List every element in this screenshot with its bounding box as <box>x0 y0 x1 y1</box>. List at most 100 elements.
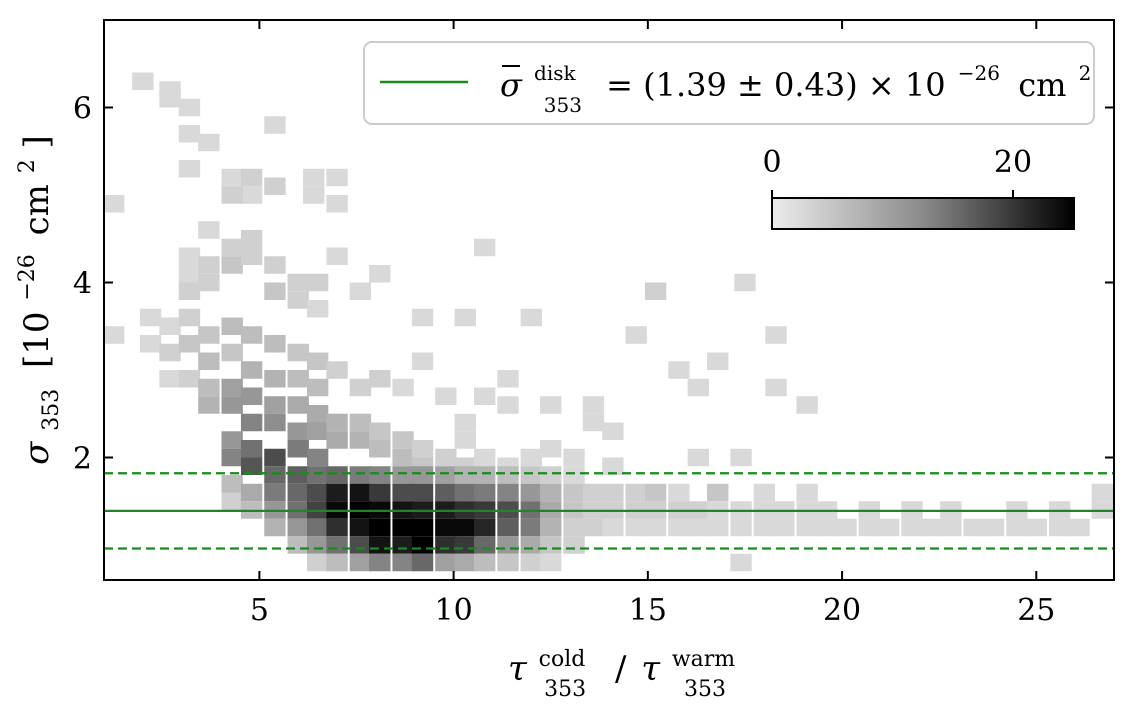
heatmap-bin <box>497 396 519 414</box>
heatmap-bin <box>411 536 434 554</box>
heatmap-bin <box>240 457 263 475</box>
heatmap-bin <box>306 300 329 318</box>
x-label-sub1: 353 <box>544 677 586 702</box>
heatmap-bin <box>221 343 243 362</box>
heatmap-bin <box>159 370 181 388</box>
heatmap-bin <box>287 518 309 537</box>
heatmap-bin <box>287 343 309 362</box>
heatmap-bin <box>349 518 372 537</box>
heatmap-bin <box>520 518 542 537</box>
heatmap-bin <box>198 396 220 414</box>
heatmap-bin <box>392 431 414 449</box>
heatmap-bin <box>349 413 372 432</box>
heatmap-bin <box>520 466 542 484</box>
heatmap-bin <box>369 422 391 440</box>
heatmap-bin <box>454 553 476 572</box>
heatmap-bin <box>240 247 263 265</box>
heatmap-bin <box>178 370 201 388</box>
reference-lines <box>104 472 1114 550</box>
heatmap-bin <box>520 536 542 554</box>
heatmap-bin <box>240 440 263 458</box>
heatmap-bin <box>392 466 414 484</box>
colorbar-label-20: 20 <box>994 145 1032 180</box>
heatmap-bin <box>178 335 201 353</box>
x-label-slash: / <box>615 649 627 689</box>
heatmap-bin <box>668 361 690 379</box>
heatmap-bin <box>264 370 286 388</box>
x-tick-label: 25 <box>1017 593 1055 628</box>
heatmap-bin <box>474 536 496 554</box>
heatmap-bin <box>625 518 647 537</box>
heatmap-bin <box>582 483 605 502</box>
heatmap-bin <box>563 466 585 484</box>
x-label-tau1: τ <box>508 649 528 689</box>
heatmap-bin <box>392 518 414 537</box>
heatmap-bin <box>221 448 243 467</box>
heatmap-bin <box>540 466 562 484</box>
heatmap-bin <box>520 553 542 572</box>
heatmap-bin <box>221 256 243 274</box>
heatmap-bin <box>392 483 414 502</box>
x-label-sub2: 353 <box>684 677 726 702</box>
heatmap-bin <box>392 378 414 397</box>
heatmap-bin <box>435 536 457 554</box>
heatmap-bin <box>796 483 818 502</box>
heatmap-bin <box>221 317 243 335</box>
heatmap-bin <box>326 195 348 213</box>
legend-sigma: σ <box>500 66 523 104</box>
heatmap-bin <box>221 475 243 493</box>
heatmap-bin <box>540 440 562 458</box>
heatmap-bin <box>392 448 414 467</box>
heatmap-bin <box>520 483 542 502</box>
heatmap-bin <box>707 352 729 370</box>
heatmap-bin <box>178 160 201 178</box>
heatmap-bin <box>563 483 585 502</box>
heatmap-bin <box>349 431 372 449</box>
heatmap-bin <box>240 361 263 379</box>
heatmap-bin <box>435 553 457 572</box>
heatmap-bin <box>139 335 162 353</box>
heatmap-bin <box>221 431 243 449</box>
heatmap-bin <box>411 440 434 458</box>
heatmap-bin <box>707 518 729 537</box>
heatmap-bin <box>835 518 857 537</box>
heatmap-bin <box>563 448 585 467</box>
heatmap-bin <box>435 518 457 537</box>
heatmap-bin <box>178 98 201 117</box>
heatmap-bin <box>497 553 519 572</box>
heatmap-bin <box>306 553 329 572</box>
heatmap-bin <box>159 90 181 108</box>
heatmap-bin <box>349 483 372 502</box>
heatmap-bin <box>221 238 243 257</box>
heatmap-bin <box>369 518 391 537</box>
heatmap-bin <box>474 387 496 405</box>
heatmap-bin <box>474 518 496 537</box>
y-tick-label: 2 <box>73 442 92 477</box>
heatmap-bin <box>454 431 476 449</box>
heatmap-bin <box>540 483 562 502</box>
heatmap-bin <box>730 518 752 537</box>
heatmap-bin <box>240 168 263 187</box>
heatmap-bin <box>306 405 329 423</box>
heatmap-bin <box>1025 518 1047 537</box>
heatmap-bin <box>369 370 391 388</box>
heatmap-bins <box>104 72 1114 572</box>
heatmap-bin <box>306 352 329 370</box>
heatmap-bin <box>326 536 348 554</box>
heatmap-bin <box>264 466 286 484</box>
heatmap-bin <box>625 326 647 344</box>
y-label-sub: 353 <box>39 389 64 431</box>
heatmap-bin <box>602 457 624 475</box>
heatmap-bin <box>497 536 519 554</box>
heatmap-bin <box>644 282 667 300</box>
heatmap-bin <box>221 168 243 187</box>
heatmap-bin <box>306 378 329 397</box>
heatmap-bin <box>240 387 263 405</box>
heatmap-bin <box>474 466 496 484</box>
heatmap-bin <box>303 168 325 187</box>
heatmap-bin <box>1048 518 1071 537</box>
legend-label: σ disk 353 = (1.39 ± 0.43) × 10 −26 cm 2 <box>500 50 1091 120</box>
heatmap-bin <box>734 273 756 292</box>
heatmap-bin <box>198 133 220 152</box>
